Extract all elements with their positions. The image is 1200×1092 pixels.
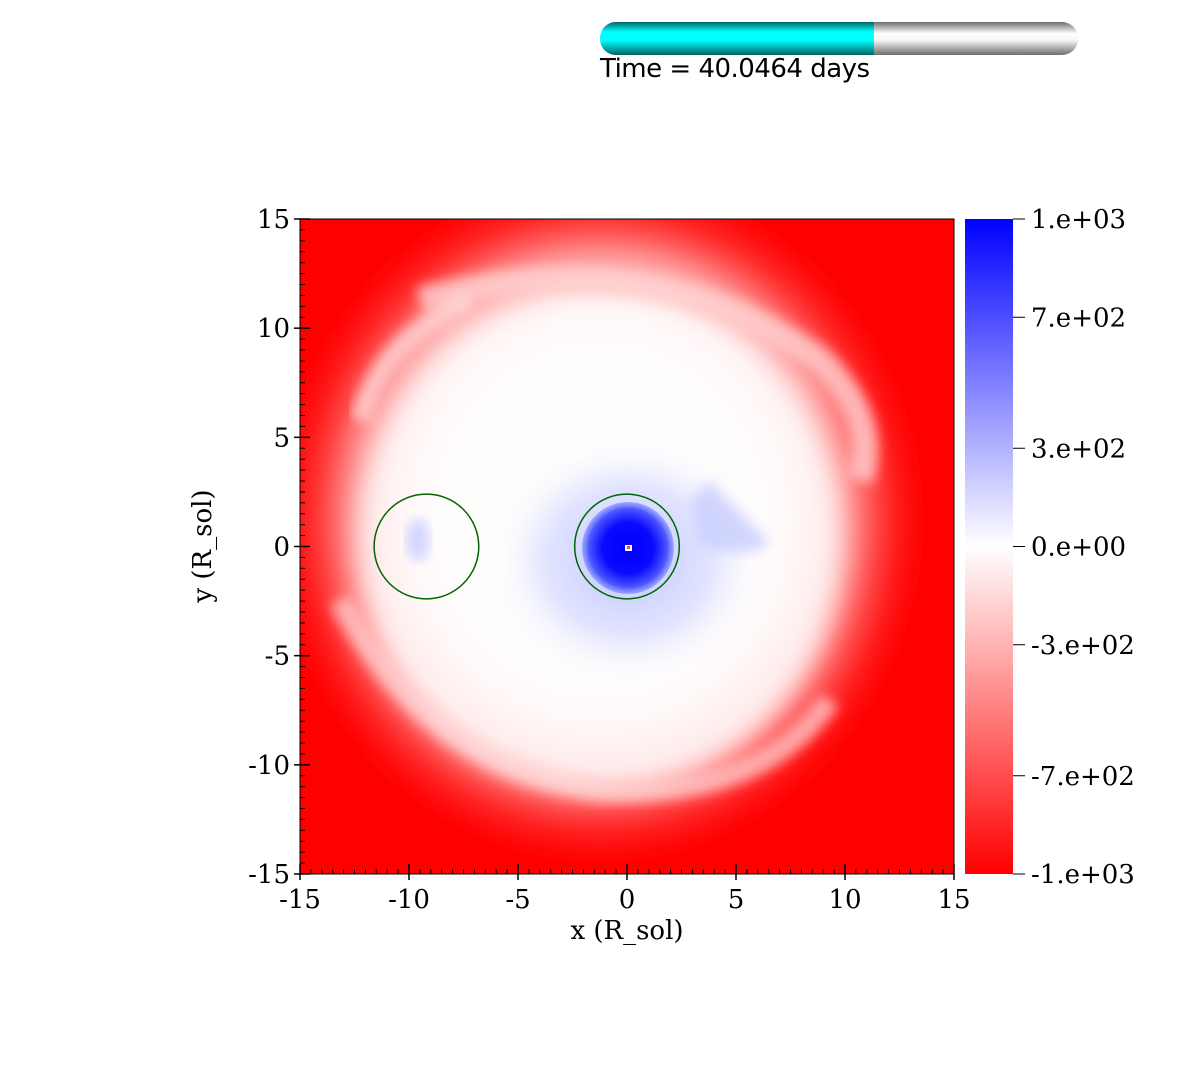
time-label: Time = 40.0464 days [600, 54, 870, 84]
marker-circle [373, 493, 480, 600]
x-axis: -15 -10 -5 0 5 10 15 [279, 864, 971, 915]
x-tick-label: 10 [828, 885, 861, 915]
spiral-arm-lower [330, 595, 840, 802]
y-axis: -15 -10 -5 0 5 10 15 [248, 205, 310, 890]
y-tick-label: 15 [257, 205, 290, 235]
colorbar [965, 219, 1013, 874]
x-tick-label: -5 [505, 885, 530, 915]
spiral-arm-left [350, 290, 475, 423]
x-tick-label: -15 [279, 885, 321, 915]
marker-circles [373, 493, 681, 600]
y-tick-label: 10 [257, 314, 290, 344]
x-tick-label: -10 [388, 885, 430, 915]
y-axis-label: y (R_sol) [188, 489, 218, 603]
time-progress-bar [600, 22, 1078, 55]
y-tick-label: 5 [273, 423, 290, 453]
marker-circle [573, 493, 681, 600]
y-tick-label: -5 [265, 642, 290, 672]
progress-fill [600, 22, 874, 55]
x-axis-label: x (R_sol) [570, 916, 683, 946]
colorbar-tick-label: -3.e+02 [1031, 631, 1135, 661]
y-tick-label: -10 [248, 751, 290, 781]
blue-plume [690, 482, 770, 553]
heatmap-field [300, 219, 954, 874]
spiral-arm-upper [416, 267, 878, 485]
colorbar-tick-label: 1.e+03 [1031, 205, 1126, 235]
colorbar-tick-label: 7.e+02 [1031, 303, 1126, 333]
core-center-dot [627, 546, 630, 549]
colorbar-ticks: 1.e+03 7.e+02 3.e+02 0.e+00 -3.e+02 -7.e+02 -1… [1013, 205, 1135, 890]
colorbar-tick-label: 3.e+02 [1031, 434, 1126, 464]
x-tick-label: 0 [619, 885, 636, 915]
companion-feature [406, 518, 430, 562]
colorbar-tick-label: -1.e+03 [1031, 860, 1135, 890]
colorbar-tick-label: 0.e+00 [1031, 533, 1126, 563]
y-tick-label: -15 [248, 860, 290, 890]
y-tick-label: 0 [273, 533, 290, 563]
colorbar-tick-label: -7.e+02 [1031, 762, 1135, 792]
x-tick-label: 15 [937, 885, 970, 915]
x-tick-label: 5 [728, 885, 745, 915]
